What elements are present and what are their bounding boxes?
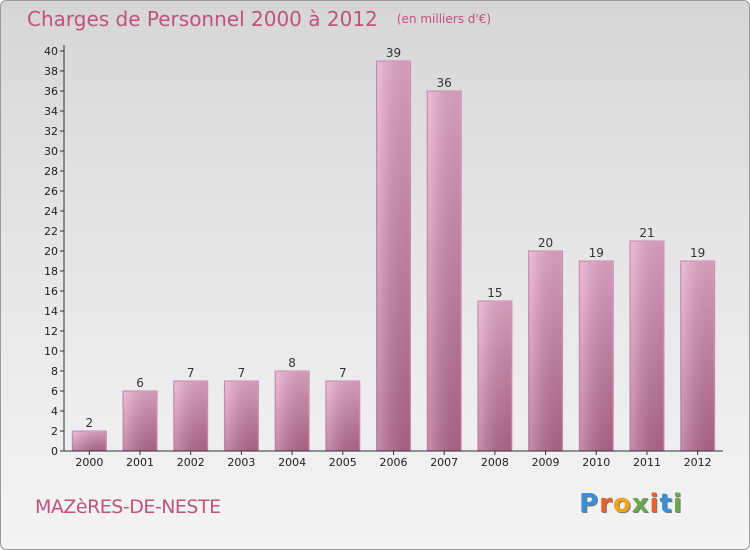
y-tick-label: 34 <box>44 105 58 118</box>
y-tick-label: 2 <box>51 425 58 438</box>
brand-logo-letter: o <box>612 489 632 519</box>
y-tick-label: 28 <box>44 165 58 178</box>
y-tick-label: 12 <box>44 325 58 338</box>
x-tick-label: 2008 <box>481 456 509 469</box>
data-label: 2 <box>86 416 94 430</box>
location-name: MAZèRES-DE-NESTE <box>35 496 221 518</box>
data-label: 20 <box>538 236 553 250</box>
data-label: 7 <box>238 366 246 380</box>
brand-logo-letter: i <box>672 489 683 519</box>
data-label: 6 <box>136 376 144 390</box>
brand-logo-letter: r <box>599 489 613 519</box>
bar-shade <box>174 382 207 451</box>
bar-shade <box>681 262 714 451</box>
data-label: 15 <box>487 286 502 300</box>
x-tick-label: 2000 <box>75 456 103 469</box>
axes-group: 0246810121416182022242628303234363840200… <box>44 45 723 469</box>
y-tick-label: 4 <box>51 405 58 418</box>
data-label: 36 <box>437 76 452 90</box>
x-tick-label: 2010 <box>582 456 610 469</box>
brand-logo-letter: x <box>631 489 650 519</box>
bar-shade <box>124 392 157 451</box>
x-tick-label: 2002 <box>177 456 205 469</box>
data-label: 19 <box>589 246 604 260</box>
bar-shade <box>225 382 258 451</box>
brand-logo[interactable]: Proxiti <box>579 489 683 519</box>
title-row: Charges de Personnel 2000 à 2012 (en mil… <box>27 7 491 31</box>
bar-shade <box>580 262 613 451</box>
bar-shade <box>529 252 562 451</box>
brand-logo-letter: i <box>649 489 660 519</box>
y-tick-label: 14 <box>44 305 58 318</box>
bar-shade <box>478 302 511 451</box>
y-tick-label: 36 <box>44 85 58 98</box>
brand-logo-letter: t <box>659 489 673 519</box>
y-tick-label: 38 <box>44 65 58 78</box>
y-tick-label: 20 <box>44 245 58 258</box>
labels-group: 2 6 7 7 8 7 39 36 15 20 19 21 19 <box>86 46 706 430</box>
bar-shade <box>428 92 461 451</box>
x-tick-label: 2011 <box>633 456 661 469</box>
y-tick-label: 40 <box>44 45 58 58</box>
x-tick-label: 2012 <box>684 456 712 469</box>
chart-subtitle: (en milliers d'€) <box>396 12 491 26</box>
data-label: 39 <box>386 46 401 60</box>
y-tick-label: 22 <box>44 225 58 238</box>
brand-logo-letter: P <box>579 489 600 519</box>
y-tick-label: 8 <box>51 365 58 378</box>
bar-shade <box>326 382 359 451</box>
y-tick-label: 10 <box>44 345 58 358</box>
y-tick-label: 0 <box>51 445 58 458</box>
x-tick-label: 2009 <box>532 456 560 469</box>
y-tick-label: 24 <box>44 205 58 218</box>
bar-shade <box>630 242 663 451</box>
x-tick-label: 2005 <box>329 456 357 469</box>
y-tick-label: 18 <box>44 265 58 278</box>
bar-shade <box>73 432 106 451</box>
bar-shade <box>276 372 309 451</box>
y-tick-label: 30 <box>44 145 58 158</box>
y-tick-label: 6 <box>51 385 58 398</box>
y-tick-label: 32 <box>44 125 58 138</box>
x-tick-label: 2001 <box>126 456 154 469</box>
bar-shade <box>377 62 410 451</box>
x-tick-label: 2006 <box>380 456 408 469</box>
y-tick-label: 16 <box>44 285 58 298</box>
x-tick-label: 2004 <box>278 456 306 469</box>
data-label: 21 <box>639 226 654 240</box>
data-label: 7 <box>187 366 195 380</box>
x-tick-label: 2007 <box>430 456 458 469</box>
x-tick-label: 2003 <box>227 456 255 469</box>
data-label: 19 <box>690 246 705 260</box>
bars-group <box>71 60 716 452</box>
data-label: 7 <box>339 366 347 380</box>
data-label: 8 <box>288 356 296 370</box>
y-tick-label: 26 <box>44 185 58 198</box>
chart-title: Charges de Personnel 2000 à 2012 <box>27 7 378 31</box>
